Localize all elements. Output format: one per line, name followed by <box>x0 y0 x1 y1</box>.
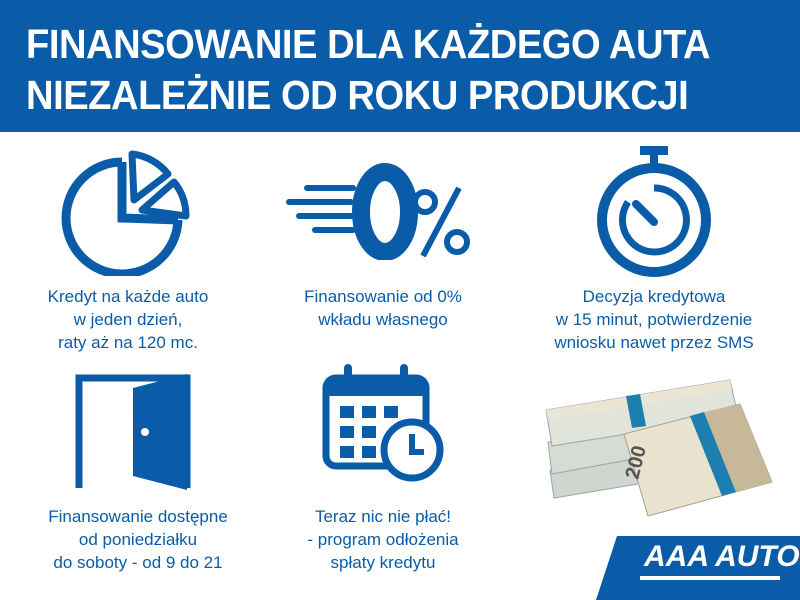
open-door-icon <box>75 374 191 490</box>
caption-line: Decyzja kredytowa <box>582 287 726 306</box>
headline-line-1: FINANSOWANIE DLA KAŻDEGO AUTA <box>26 21 711 67</box>
pie-chart-icon <box>61 150 190 276</box>
zero-percent-icon <box>286 163 470 260</box>
feature-caption-zero-percent: Finansowanie od 0% wkładu własnego <box>253 285 513 331</box>
feature-caption-decision: Decyzja kredytowa w 15 minut, potwierdze… <box>524 285 784 354</box>
feature-caption-hours: Finansowanie dostępne od poniedziałku do… <box>8 505 268 574</box>
caption-line: Finansowanie od 0% <box>304 287 462 306</box>
caption-line: raty aż na 120 mc. <box>58 333 198 352</box>
logo-underline <box>640 576 780 580</box>
caption-line: wkładu własnego <box>318 310 448 329</box>
caption-line: w jeden dzień, <box>73 310 183 329</box>
header-banner: FINANSOWANIE DLA KAŻDEGO AUTA NIEZALEŻNI… <box>0 0 800 132</box>
caption-line: - program odłożenia <box>307 530 459 549</box>
feature-caption-deferral: Teraz nic nie płać! - program odłożenia … <box>253 505 513 574</box>
headline-line-2: NIEZALEŻNIE OD ROKU PRODUKCJI <box>26 72 689 118</box>
caption-line: Teraz nic nie płać! <box>314 507 452 526</box>
calendar-clock-icon <box>322 364 444 482</box>
caption-line: w 15 minut, potwierdzenie <box>555 310 753 329</box>
caption-line: do soboty - od 9 do 21 <box>53 553 223 572</box>
banknote-stack-icon: 200 <box>545 379 773 517</box>
caption-line: od poniedziałku <box>78 530 198 549</box>
stopwatch-icon <box>597 146 711 277</box>
aaa-auto-logo: AAA AUTO <box>596 536 800 600</box>
feature-caption-credit: Kredyt na każde auto w jeden dzień, raty… <box>0 285 258 354</box>
logo-text: AAA AUTO <box>644 540 800 573</box>
caption-line: Finansowanie dostępne <box>48 507 228 526</box>
caption-line: Kredyt na każde auto <box>47 287 209 306</box>
caption-line: wniosku nawet przez SMS <box>554 333 754 352</box>
caption-line: spłaty kredytu <box>330 553 436 572</box>
